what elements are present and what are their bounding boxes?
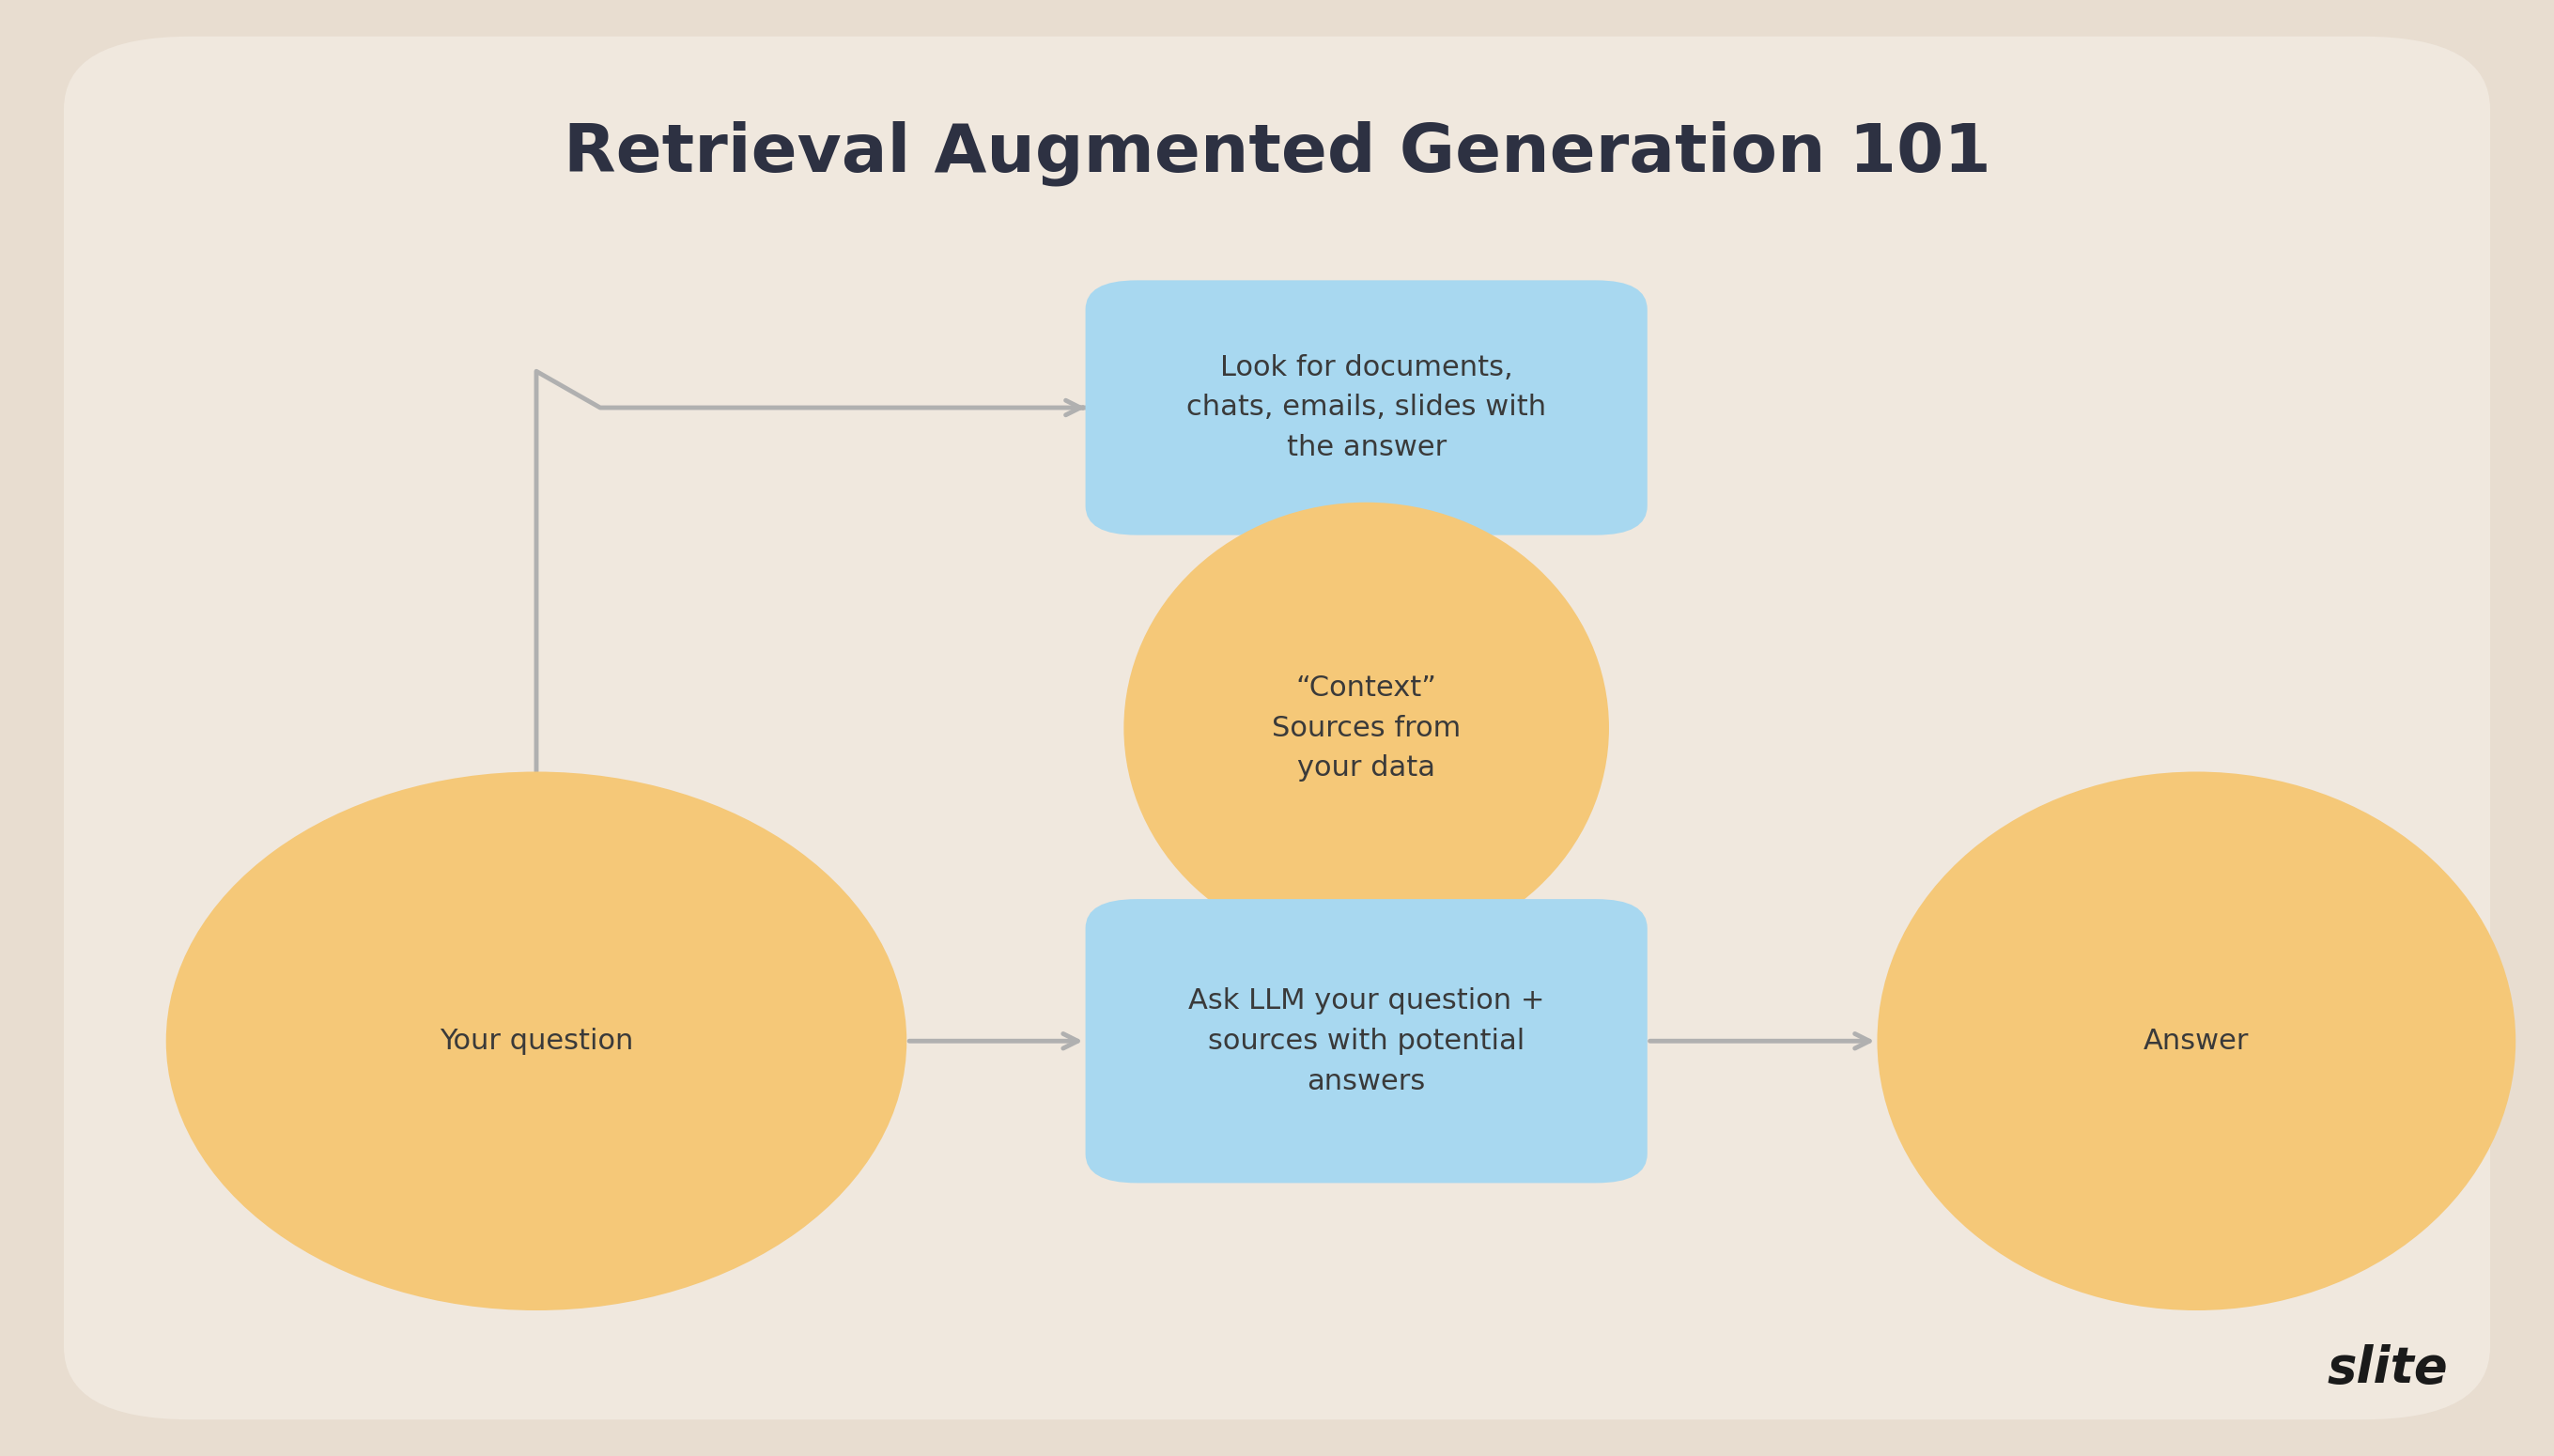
Ellipse shape [1124, 502, 1609, 954]
Text: Answer: Answer [2143, 1028, 2250, 1054]
Ellipse shape [166, 772, 907, 1310]
Text: slite: slite [2327, 1344, 2449, 1393]
Text: Ask LLM your question +
sources with potential
answers: Ask LLM your question + sources with pot… [1188, 987, 1545, 1095]
FancyBboxPatch shape [64, 36, 2490, 1420]
Text: Look for documents,
chats, emails, slides with
the answer: Look for documents, chats, emails, slide… [1188, 354, 1545, 462]
Text: “Context”
Sources from
your data: “Context” Sources from your data [1272, 674, 1461, 782]
Text: Your question: Your question [439, 1028, 633, 1054]
FancyBboxPatch shape [1085, 900, 1647, 1182]
Text: Retrieval Augmented Generation 101: Retrieval Augmented Generation 101 [564, 121, 1990, 185]
Ellipse shape [1877, 772, 2516, 1310]
FancyBboxPatch shape [1085, 281, 1647, 536]
